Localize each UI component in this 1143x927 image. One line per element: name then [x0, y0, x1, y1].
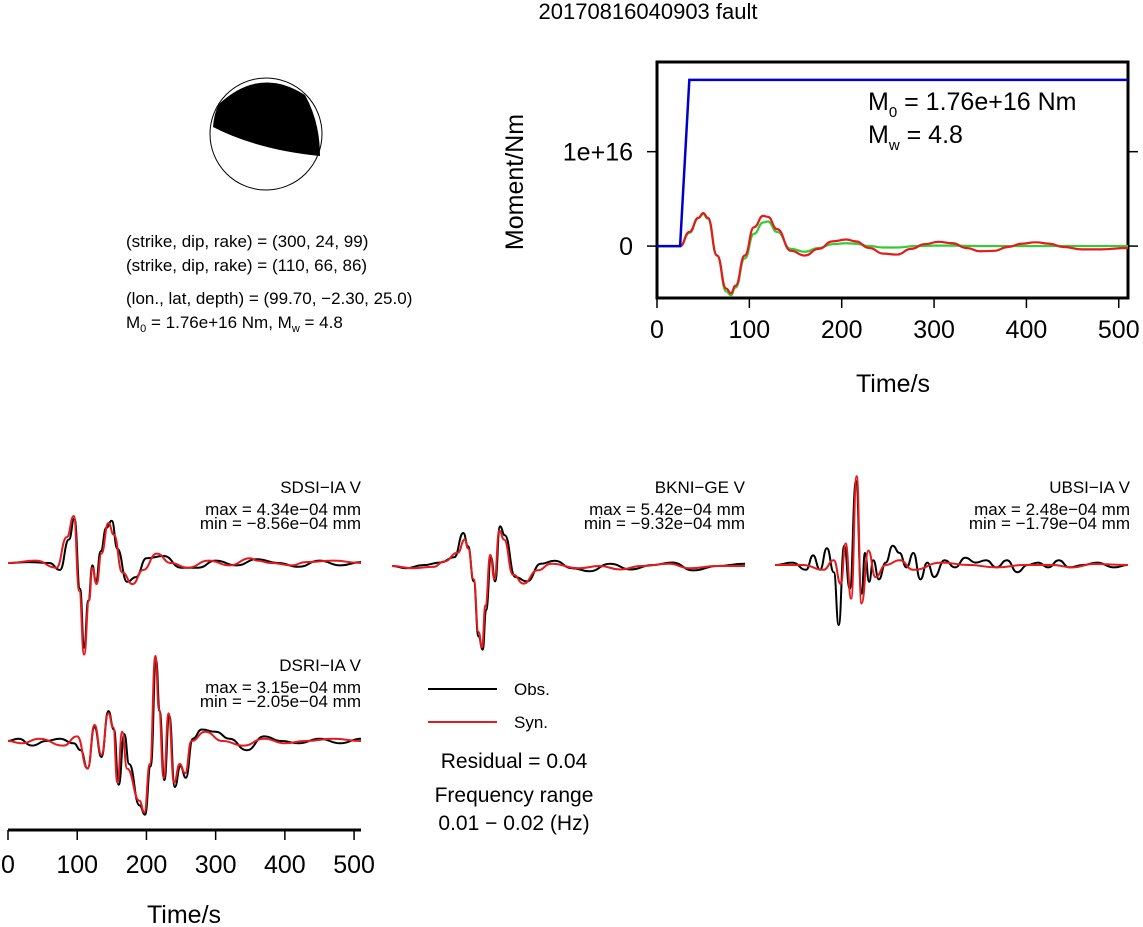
moment-y-tick-label: 1e+16	[563, 139, 633, 167]
station-max: max = 2.48e−04 mm	[974, 500, 1130, 519]
waveform-x-tick-label: 300	[195, 851, 237, 879]
waveform-x-tick-label: 0	[1, 851, 15, 879]
focal-mechanism-beachball	[209, 77, 323, 191]
station-max: max = 4.34e−04 mm	[205, 500, 361, 519]
station-min: min = −1.79e−04 mm	[969, 514, 1130, 533]
station-min: min = −2.05e−04 mm	[200, 692, 361, 711]
frequency-range-title: Frequency range	[435, 784, 594, 807]
waveform-obs-trace	[391, 525, 746, 651]
figure-title: 20170816040903 fault	[539, 0, 758, 24]
moment-x-tick-label: 100	[728, 316, 770, 344]
moment-y-tick-label: 0	[619, 233, 633, 261]
moment-x-tick-label: 200	[821, 316, 863, 344]
waveform-x-axis-label: Time/s	[147, 901, 221, 927]
beachball-compressional-quadrant	[213, 82, 320, 156]
moment-x-axis-label: Time/s	[856, 370, 930, 398]
station-min: min = −9.32e−04 mm	[584, 514, 745, 533]
waveform-x-tick-label: 100	[56, 851, 98, 879]
moment-annotation-mw: Mw = 4.8	[868, 121, 963, 154]
station-min: min = −8.56e−04 mm	[200, 514, 361, 533]
moment-summary-text: M0 = 1.76e+16 Nm, Mw = 4.8	[126, 313, 343, 335]
waveform-syn-trace	[391, 529, 745, 649]
station-max: max = 3.15e−04 mm	[205, 678, 361, 697]
waveform-x-tick-label: 500	[333, 851, 375, 879]
station-name: UBSI−IA V	[1049, 478, 1130, 497]
waveform-obs-trace	[774, 479, 1129, 627]
station-max: max = 5.42e−04 mm	[589, 500, 745, 519]
waveform-x-tick-label: 200	[126, 851, 168, 879]
frequency-range-value: 0.01 − 0.02 (Hz)	[438, 812, 589, 835]
waveform-x-tick-label: 400	[264, 851, 306, 879]
moment-x-tick-label: 0	[650, 316, 664, 344]
moment-x-tick-label: 500	[1098, 316, 1140, 344]
nodal-plane-1-text: (strike, dip, rake) = (300, 24, 99)	[126, 232, 368, 251]
moment-y-axis-label: Moment/Nm	[501, 114, 529, 250]
waveform-syn-trace	[7, 654, 362, 814]
station-name: SDSI−IA V	[280, 478, 361, 497]
legend-syn-label: Syn.	[514, 713, 548, 732]
moment-x-tick-label: 400	[1006, 316, 1048, 344]
station-name: BKNI−GE V	[655, 478, 746, 497]
waveform-syn-trace	[7, 514, 362, 656]
location-text: (lon., lat, depth) = (99.70, −2.30, 25.0…	[126, 289, 412, 308]
waveform-x-axis: 0 100 200 300 400 500	[1, 828, 375, 879]
waveform-obs-trace	[7, 517, 362, 649]
station-name: DSRI−IA V	[279, 656, 361, 675]
moment-plot-frame	[655, 60, 1130, 300]
moment-annotation-m0: M0 = 1.76e+16 Nm	[868, 88, 1076, 121]
moment-x-tick-label: 300	[913, 316, 955, 344]
waveform-syn-trace	[774, 475, 1129, 605]
moment-series-syn	[656, 211, 1129, 295]
residual-text: Residual = 0.04	[441, 750, 588, 773]
waveform-legend: Obs. Syn.	[428, 680, 550, 732]
legend-obs-label: Obs.	[514, 680, 550, 699]
nodal-plane-2-text: (strike, dip, rake) = (110, 66, 86)	[126, 256, 367, 275]
moment-series-cumulative	[657, 78, 1128, 248]
